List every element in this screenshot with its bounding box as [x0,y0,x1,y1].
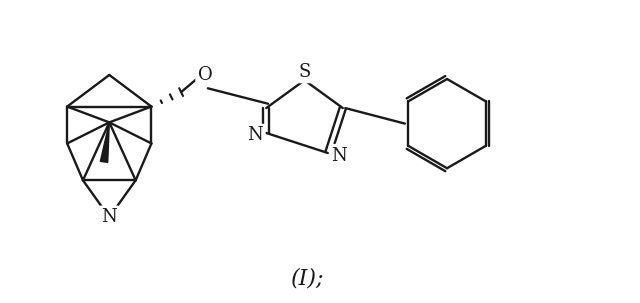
Text: N: N [332,147,348,165]
Text: N: N [247,126,263,145]
Text: O: O [198,66,212,84]
Text: N: N [101,208,117,226]
Text: S: S [298,62,310,81]
Polygon shape [100,122,109,162]
Text: (I);: (I); [291,268,324,290]
